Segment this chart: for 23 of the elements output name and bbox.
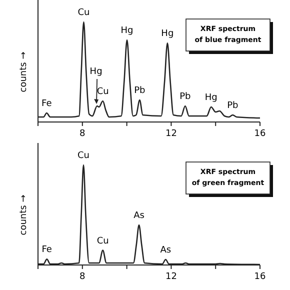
x-tick-label: 12 <box>165 272 177 282</box>
x-tick-label: 16 <box>254 272 266 282</box>
annotation: Pb <box>227 101 239 111</box>
annotation: Hg <box>204 93 218 103</box>
annotation: As <box>160 246 172 256</box>
annotation: Cu <box>78 151 90 161</box>
annotation: Cu <box>78 8 90 18</box>
annotation: Pb <box>134 86 146 96</box>
annotation: Hg <box>120 26 134 36</box>
annotation: Cu <box>96 87 109 97</box>
annotation: Cu <box>96 236 109 246</box>
x-tick-label: 8 <box>80 272 86 282</box>
x-tick-label: 8 <box>80 129 86 139</box>
annotation: Hg <box>161 29 174 39</box>
y-axis-title: counts → <box>19 51 29 92</box>
y-axis-title: counts → <box>19 194 29 236</box>
annotation: Pb <box>180 92 192 102</box>
annotation: Fe <box>42 99 52 109</box>
annotation: Fe <box>42 245 52 256</box>
annotation: Hg <box>90 67 102 77</box>
annotation: As <box>134 211 145 221</box>
x-tick-label: 16 <box>254 129 266 139</box>
x-tick-label: 12 <box>165 129 177 139</box>
